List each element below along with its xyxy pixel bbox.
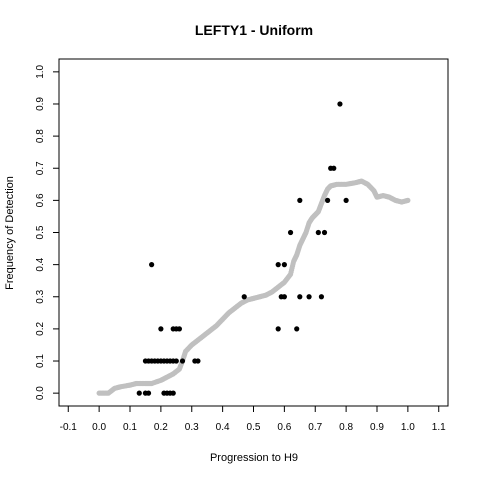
data-point (282, 262, 287, 267)
data-point (158, 326, 163, 331)
data-point (319, 294, 324, 299)
y-tick-label: 0.0 (35, 386, 46, 400)
data-point (331, 166, 336, 171)
chart-title: LEFTY1 - Uniform (195, 22, 313, 38)
x-tick-label: 0.7 (308, 422, 322, 433)
data-point (306, 294, 311, 299)
y-tick-label: 0.8 (35, 129, 46, 143)
data-point (149, 262, 154, 267)
data-point (325, 198, 330, 203)
data-point (174, 358, 179, 363)
data-point (288, 230, 293, 235)
data-point (294, 326, 299, 331)
smoothed-point (405, 198, 410, 203)
x-tick-label: 0.0 (92, 422, 106, 433)
x-axis-label: Progression to H9 (210, 452, 298, 464)
x-tick-label: 0.2 (154, 422, 168, 433)
data-point (137, 391, 142, 396)
data-point (242, 294, 247, 299)
x-tick-label: 0.1 (123, 422, 137, 433)
y-tick-label: 0.3 (35, 289, 46, 303)
y-tick-label: 0.2 (35, 322, 46, 336)
data-point (146, 391, 151, 396)
y-tick-label: 0.1 (35, 354, 46, 368)
x-tick-label: 0.6 (277, 422, 291, 433)
data-point (322, 230, 327, 235)
data-point (276, 262, 281, 267)
y-tick-label: 0.7 (35, 161, 46, 175)
y-tick-label: 1.0 (35, 64, 46, 78)
x-tick-label: 0.8 (339, 422, 353, 433)
data-point (297, 294, 302, 299)
data-point (297, 198, 302, 203)
x-tick-label: -0.1 (60, 422, 78, 433)
data-point (276, 326, 281, 331)
data-point (180, 358, 185, 363)
data-point (282, 294, 287, 299)
x-tick-label: 1.1 (432, 422, 446, 433)
x-tick-label: 0.9 (370, 422, 384, 433)
x-tick-label: 1.0 (401, 422, 415, 433)
y-axis-label: Frequency of Detection (4, 176, 16, 290)
x-tick-label: 0.3 (185, 422, 199, 433)
x-tick-label: 0.4 (216, 422, 230, 433)
data-point (344, 198, 349, 203)
data-point (195, 358, 200, 363)
x-tick-label: 0.5 (247, 422, 261, 433)
data-point (171, 391, 176, 396)
data-point (177, 326, 182, 331)
y-tick-label: 0.4 (35, 257, 46, 271)
y-tick-label: 0.9 (35, 97, 46, 111)
data-point (316, 230, 321, 235)
y-tick-label: 0.5 (35, 225, 46, 239)
y-tick-label: 0.6 (35, 193, 46, 207)
data-point (337, 101, 342, 106)
